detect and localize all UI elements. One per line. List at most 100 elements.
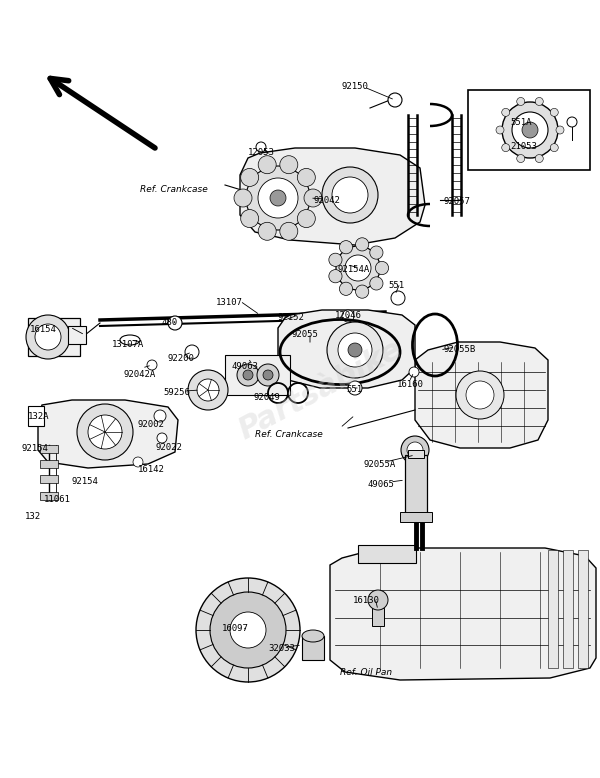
Text: 49065: 49065 <box>368 480 395 489</box>
Circle shape <box>256 142 266 152</box>
Text: 92042: 92042 <box>313 196 340 205</box>
Circle shape <box>237 364 259 386</box>
Circle shape <box>243 370 253 380</box>
Circle shape <box>391 291 405 305</box>
Text: 551: 551 <box>346 385 362 394</box>
Text: 92154: 92154 <box>72 477 99 486</box>
Circle shape <box>241 209 259 228</box>
Circle shape <box>298 209 316 228</box>
Text: 92042A: 92042A <box>124 370 156 379</box>
Circle shape <box>556 126 564 134</box>
Circle shape <box>388 93 402 107</box>
Circle shape <box>370 246 383 259</box>
Bar <box>408 450 424 458</box>
Bar <box>68 326 86 344</box>
Circle shape <box>456 371 504 419</box>
Text: 92049: 92049 <box>254 393 281 402</box>
Circle shape <box>567 117 577 127</box>
Circle shape <box>502 102 558 158</box>
Circle shape <box>342 310 354 322</box>
Text: 32033: 32033 <box>268 644 295 653</box>
Circle shape <box>270 190 286 206</box>
Circle shape <box>147 360 157 370</box>
Polygon shape <box>415 342 548 448</box>
Polygon shape <box>240 148 425 245</box>
Bar <box>28 318 80 356</box>
Circle shape <box>154 410 166 422</box>
Text: 92057: 92057 <box>444 197 471 206</box>
Circle shape <box>210 592 286 668</box>
Circle shape <box>517 155 525 163</box>
Circle shape <box>197 379 219 401</box>
Bar <box>28 406 44 426</box>
Circle shape <box>246 166 310 230</box>
Text: 12053: 12053 <box>248 148 275 157</box>
Circle shape <box>257 364 279 386</box>
Bar <box>40 445 58 453</box>
Circle shape <box>35 324 61 350</box>
Circle shape <box>280 156 298 173</box>
Circle shape <box>332 177 368 213</box>
Bar <box>372 608 384 626</box>
Polygon shape <box>38 400 178 468</box>
Bar <box>548 550 558 668</box>
Text: 21053: 21053 <box>510 142 537 151</box>
Circle shape <box>496 126 504 134</box>
Text: 16097: 16097 <box>222 624 249 633</box>
Circle shape <box>88 415 122 449</box>
Circle shape <box>329 253 342 266</box>
Circle shape <box>338 333 372 367</box>
Circle shape <box>550 144 558 152</box>
Circle shape <box>241 168 259 187</box>
Bar <box>468 90 590 170</box>
Text: 16154: 16154 <box>30 325 57 334</box>
Circle shape <box>157 433 167 443</box>
Circle shape <box>185 345 199 359</box>
Bar <box>400 512 432 522</box>
Text: 92002: 92002 <box>138 420 165 429</box>
Circle shape <box>26 315 70 359</box>
Circle shape <box>502 108 510 117</box>
Circle shape <box>356 238 369 251</box>
Circle shape <box>234 189 252 207</box>
Text: 132: 132 <box>25 512 41 521</box>
Circle shape <box>298 168 316 187</box>
Text: Ref. Oil Pan: Ref. Oil Pan <box>340 668 392 677</box>
Circle shape <box>401 436 429 464</box>
Circle shape <box>356 285 369 298</box>
Bar <box>358 545 416 563</box>
Text: 92022: 92022 <box>155 443 182 452</box>
Circle shape <box>258 178 298 218</box>
Circle shape <box>535 155 543 163</box>
Circle shape <box>409 367 419 377</box>
Circle shape <box>340 282 353 296</box>
Circle shape <box>327 322 383 378</box>
Circle shape <box>535 97 543 106</box>
Circle shape <box>258 223 276 240</box>
Circle shape <box>133 457 143 467</box>
Bar <box>40 492 58 500</box>
Bar <box>40 460 58 468</box>
Text: Ref. Crankcase: Ref. Crankcase <box>255 430 323 439</box>
Circle shape <box>329 270 342 283</box>
Text: 49063: 49063 <box>232 362 259 371</box>
Circle shape <box>230 612 266 648</box>
Bar <box>578 550 588 668</box>
Text: 16160: 16160 <box>397 380 424 389</box>
Circle shape <box>168 316 182 330</box>
Circle shape <box>188 370 228 410</box>
Text: 92200: 92200 <box>168 354 195 363</box>
Circle shape <box>376 261 389 275</box>
Ellipse shape <box>120 335 140 345</box>
Text: 92055B: 92055B <box>443 345 475 354</box>
Circle shape <box>512 112 548 148</box>
Circle shape <box>304 189 322 207</box>
Bar <box>563 550 573 668</box>
Circle shape <box>348 381 362 395</box>
Text: 132A: 132A <box>28 412 49 421</box>
Ellipse shape <box>302 630 324 642</box>
Text: 92152: 92152 <box>278 313 305 322</box>
Circle shape <box>407 442 423 458</box>
Circle shape <box>340 240 353 254</box>
Bar <box>225 355 290 395</box>
